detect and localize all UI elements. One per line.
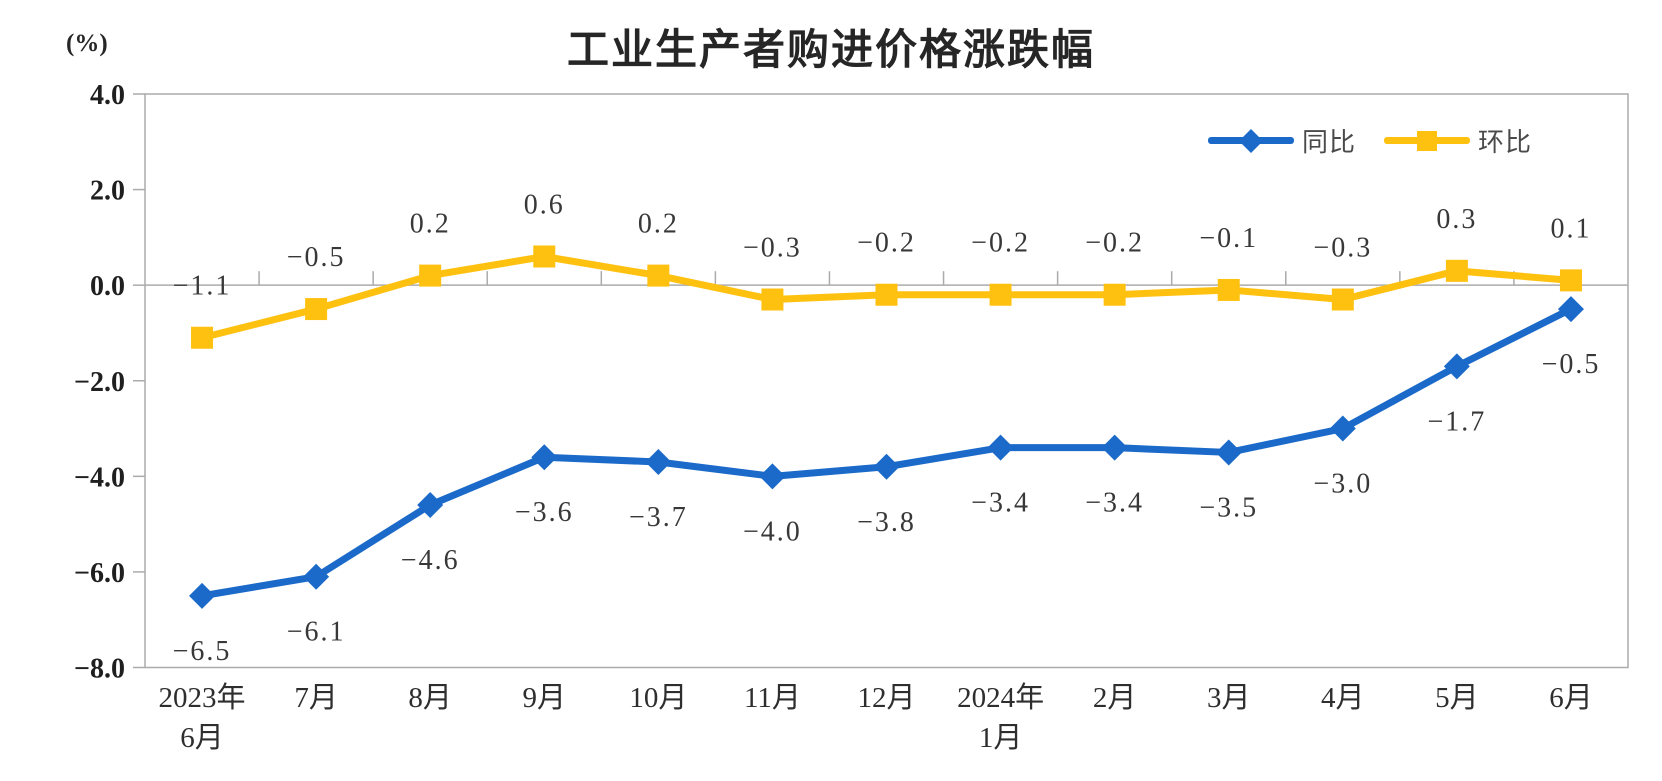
- mom-marker: [761, 288, 784, 311]
- x-axis-label: 2024年 1月: [957, 681, 1044, 754]
- y-axis-tick-label: 0.0: [90, 271, 125, 302]
- x-axis-label: 3月: [1207, 682, 1251, 714]
- yoy-marker: [987, 434, 1014, 461]
- mom-data-label: 0.1: [1550, 213, 1591, 244]
- mom-marker: [875, 283, 898, 306]
- mom-data-label: 0.6: [524, 189, 565, 220]
- yoy-marker: [1215, 439, 1242, 466]
- chart-legend: 同比 环比: [1207, 122, 1532, 159]
- yoy-data-label: −6.5: [173, 636, 232, 667]
- x-axis-label: 12月: [857, 682, 915, 714]
- mom-marker: [1445, 259, 1468, 282]
- x-axis-label: 2月: [1093, 682, 1137, 714]
- x-axis-label: 2023年 6月: [159, 681, 246, 754]
- mom-data-label: −0.1: [1199, 223, 1258, 254]
- yoy-data-label: −3.7: [629, 502, 688, 533]
- y-axis-tick-label: −8.0: [74, 654, 125, 685]
- yoy-marker: [1443, 353, 1470, 380]
- yoy-marker: [873, 453, 900, 480]
- x-axis-label: 10月: [629, 682, 687, 714]
- yoy-marker: [417, 492, 444, 519]
- yoy-data-label: −3.4: [971, 488, 1030, 519]
- yoy-marker: [303, 563, 330, 590]
- legend-item-yoy: 同比: [1207, 122, 1356, 159]
- yoy-marker: [645, 448, 672, 475]
- x-axis-label: 9月: [523, 682, 567, 714]
- mom-marker: [191, 326, 214, 349]
- mom-marker: [647, 264, 670, 287]
- yoy-diamond-icon: [1207, 128, 1294, 153]
- y-axis-tick-label: −2.0: [74, 367, 125, 398]
- y-axis-unit-label: (%): [66, 30, 108, 57]
- yoy-marker: [1101, 434, 1128, 461]
- mom-data-label: −0.2: [857, 228, 916, 259]
- y-axis-tick-label: −6.0: [74, 558, 125, 589]
- mom-data-label: 0.3: [1436, 204, 1477, 235]
- mom-data-label: −1.1: [173, 271, 232, 302]
- x-axis-label: 7月: [294, 682, 338, 714]
- yoy-marker: [1557, 296, 1584, 323]
- legend-item-mom: 环比: [1383, 122, 1532, 159]
- mom-data-label: −0.3: [1313, 233, 1372, 264]
- mom-data-label: 0.2: [638, 209, 679, 240]
- x-axis-label: 8月: [408, 682, 452, 714]
- y-axis-tick-label: −4.0: [74, 462, 125, 493]
- yoy-marker: [189, 582, 216, 609]
- mom-marker: [1103, 283, 1126, 306]
- mom-data-label: −0.2: [971, 228, 1030, 259]
- x-axis-label: 6月: [1549, 682, 1593, 714]
- mom-data-label: −0.2: [1085, 228, 1144, 259]
- yoy-marker: [759, 463, 786, 490]
- yoy-marker: [1329, 415, 1356, 442]
- mom-square-icon: [1383, 130, 1470, 151]
- mom-data-label: 0.2: [410, 209, 451, 240]
- mom-marker: [533, 245, 556, 268]
- yoy-data-label: −3.4: [1085, 488, 1144, 519]
- y-axis-tick-label: 4.0: [90, 80, 125, 111]
- y-axis-tick-label: 2.0: [90, 176, 125, 207]
- chart-title: 工业生产者购进价格涨跌幅: [566, 26, 1095, 73]
- mom-data-label: −0.5: [287, 242, 346, 273]
- yoy-data-label: −3.0: [1313, 469, 1372, 500]
- yoy-data-label: −3.6: [515, 497, 574, 528]
- mom-marker: [419, 264, 442, 287]
- mom-marker: [1217, 278, 1240, 301]
- mom-marker: [1559, 269, 1582, 292]
- x-axis-label: 4月: [1321, 682, 1365, 714]
- yoy-data-label: −3.5: [1199, 492, 1258, 523]
- yoy-data-label: −4.0: [743, 516, 802, 547]
- yoy-data-label: −0.5: [1542, 349, 1601, 380]
- yoy-data-label: −1.7: [1427, 406, 1486, 437]
- x-axis-label: 11月: [744, 682, 801, 714]
- legend-label-mom: 环比: [1477, 127, 1532, 157]
- yoy-data-label: −4.6: [401, 545, 460, 576]
- yoy-data-label: −6.1: [287, 617, 346, 648]
- legend-label-yoy: 同比: [1301, 127, 1356, 157]
- mom-marker: [305, 298, 328, 321]
- plot-border: [144, 93, 1629, 669]
- mom-marker: [989, 283, 1012, 306]
- x-axis-label: 5月: [1435, 682, 1479, 714]
- yoy-data-label: −3.8: [857, 507, 916, 538]
- yoy-marker: [531, 444, 558, 471]
- mom-marker: [1331, 288, 1354, 311]
- mom-data-label: −0.3: [743, 233, 802, 264]
